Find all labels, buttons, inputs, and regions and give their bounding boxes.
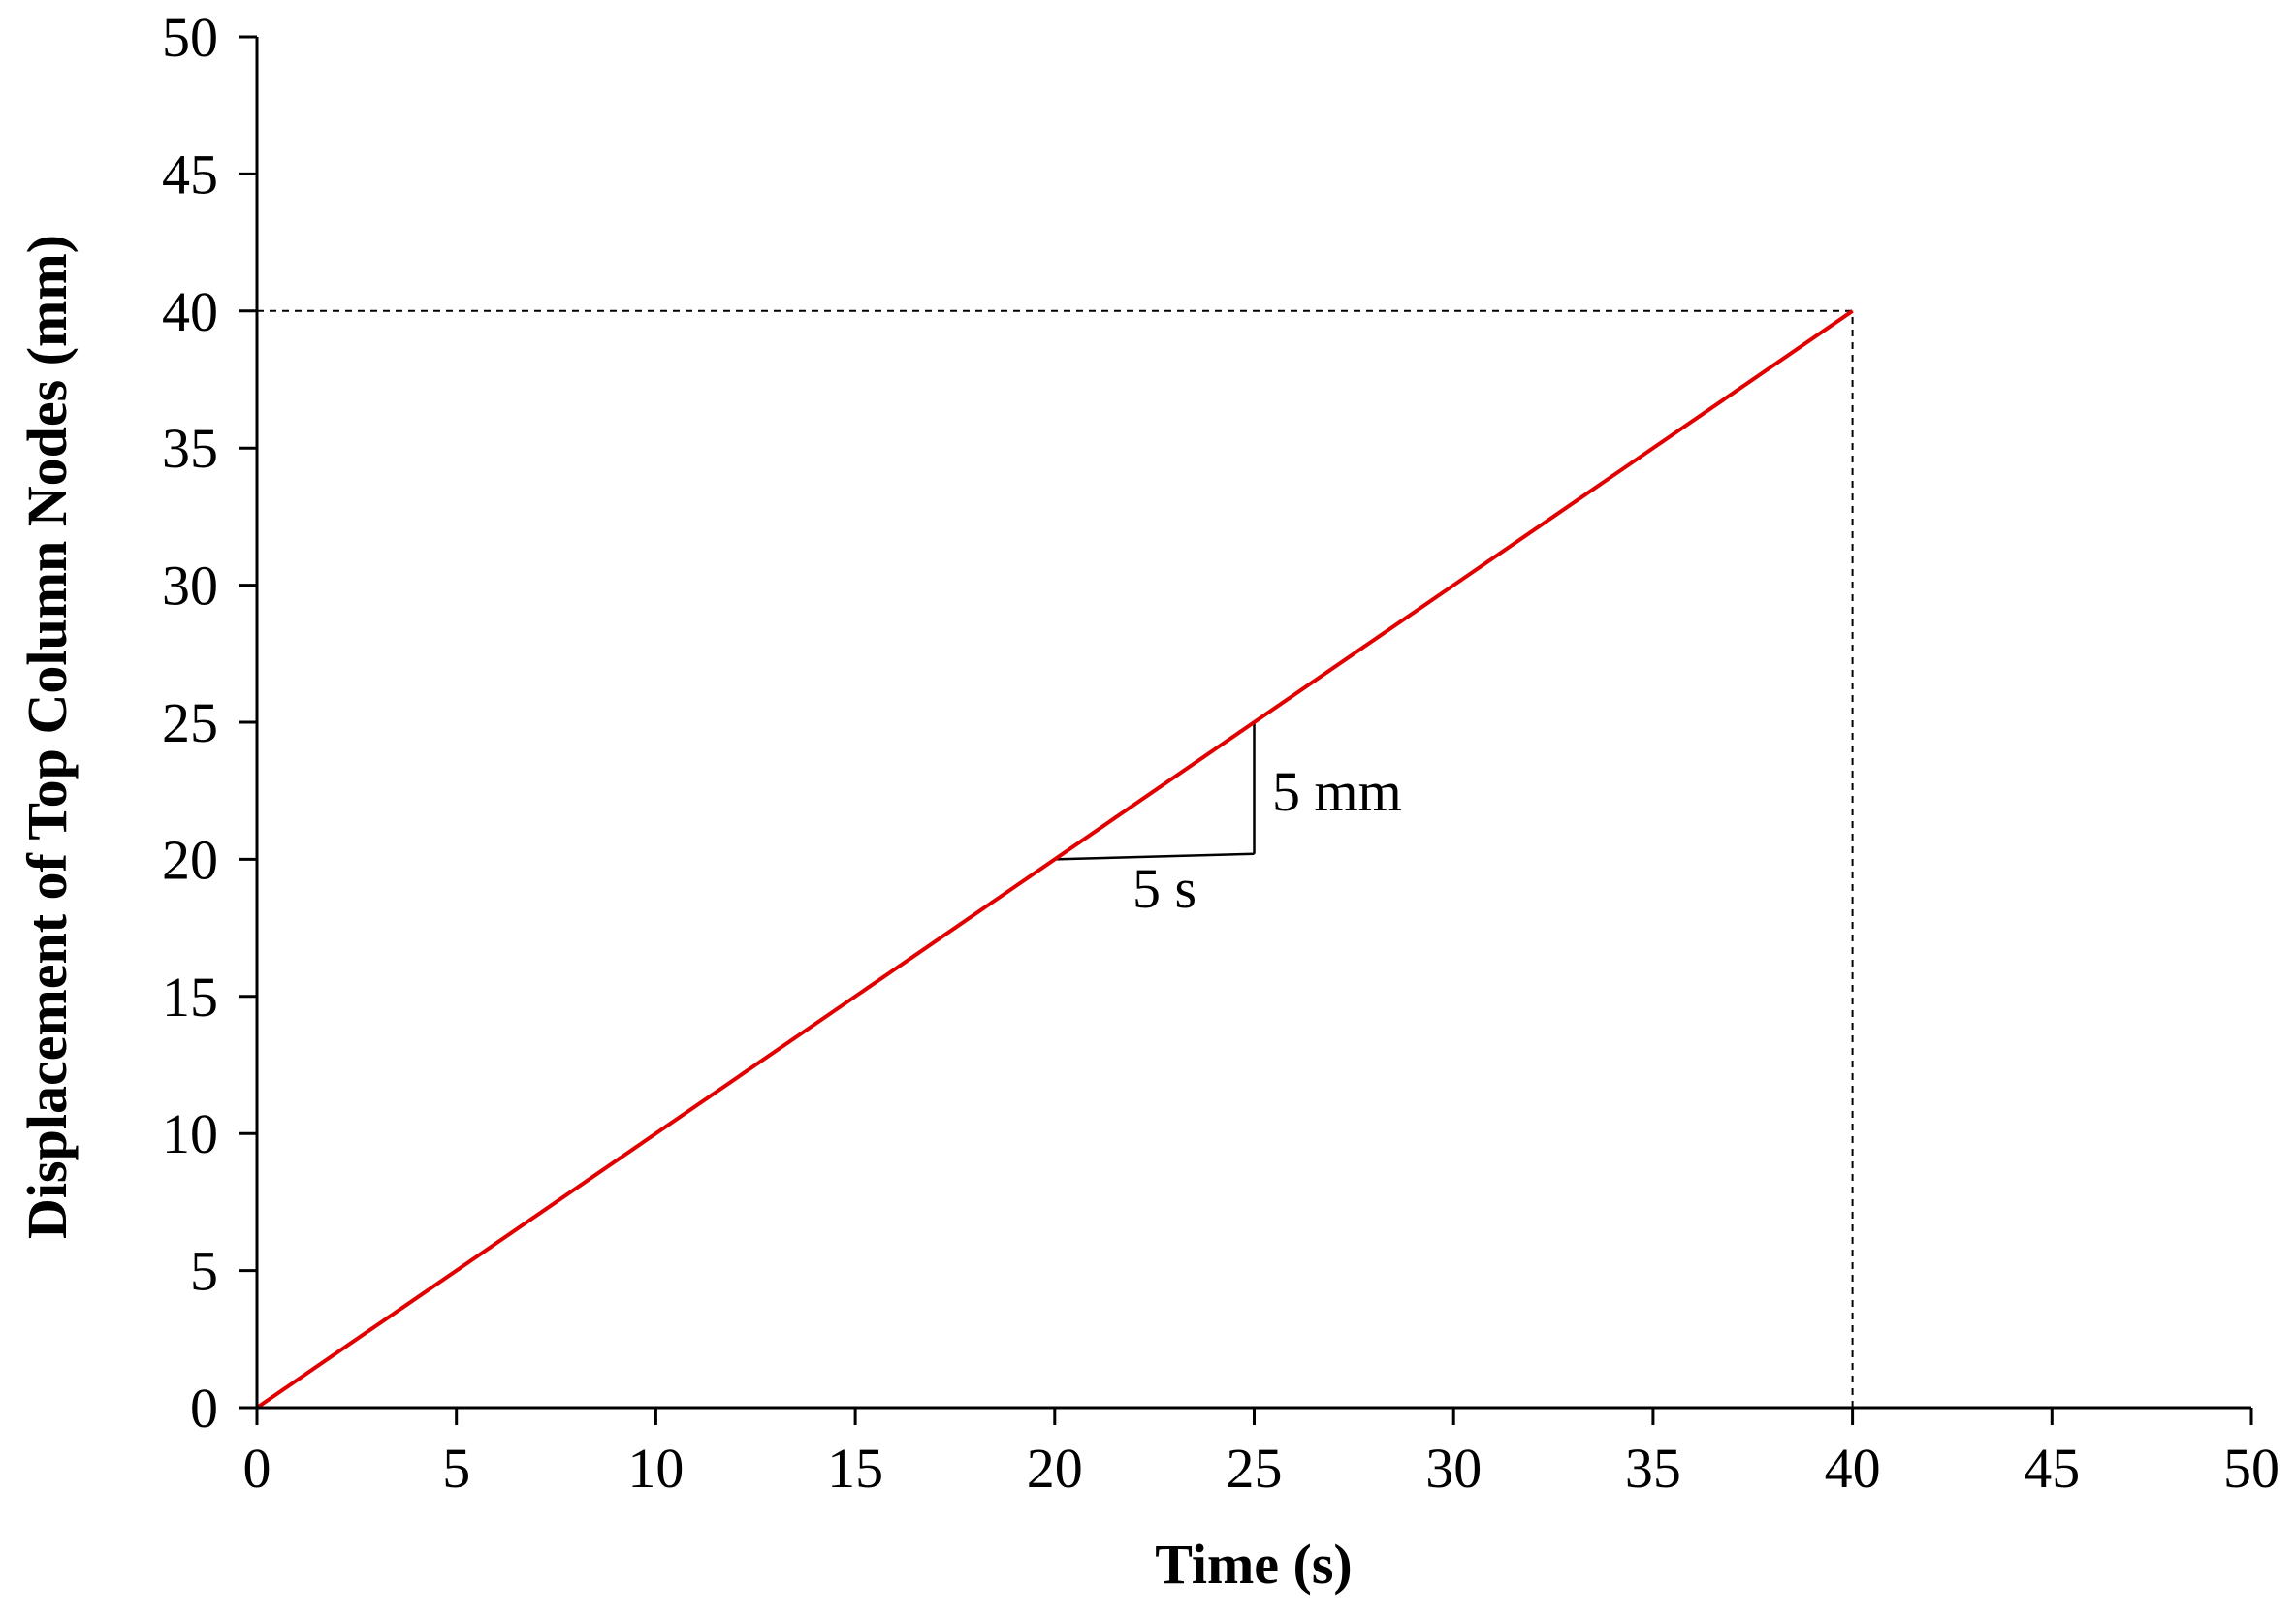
y-tick-label: 0 [190,1377,218,1440]
slope-run-line [1054,852,1255,861]
x-tick-label: 35 [1625,1437,1681,1500]
x-tick-label: 20 [1027,1437,1083,1500]
rise-label: 5 mm [1272,760,1402,823]
y-tick-label: 40 [162,280,218,343]
y-tick-label: 15 [162,966,218,1029]
x-tick-label: 40 [1825,1437,1881,1500]
series-layer [255,309,1854,1410]
y-axis-title: Displacement of Top Column Nodes (mm) [16,235,79,1239]
x-axis-title: Time (s) [1155,1533,1353,1596]
tick-labels: 0 5 10 15 20 25 30 35 40 45 50 0 5 10 15 20 25 30 35 40 45 50 [162,6,2280,1500]
y-tick-label: 50 [162,6,218,69]
x-tick-label: 25 [1227,1437,1283,1500]
y-tick-label: 20 [162,828,218,891]
x-tick-label: 5 [442,1437,470,1500]
reference-lines [257,309,1854,1408]
slope-triangle [1054,722,1256,861]
series-line [255,309,1854,1410]
y-tick-label: 25 [162,691,218,754]
x-tick-label: 10 [627,1437,684,1500]
x-tick-label: 0 [243,1437,271,1500]
x-tick-label: 15 [827,1437,883,1500]
y-tick-label: 35 [162,417,218,480]
y-tick-label: 5 [190,1240,218,1303]
run-label: 5 s [1132,857,1196,920]
x-tick-label: 50 [2223,1437,2280,1500]
axes [239,35,2253,1425]
y-tick-label: 10 [162,1102,218,1165]
y-tick-label: 45 [162,143,218,206]
x-tick-label: 45 [2024,1437,2080,1500]
x-tick-label: 30 [1425,1437,1482,1500]
y-tick-label: 30 [162,555,218,618]
